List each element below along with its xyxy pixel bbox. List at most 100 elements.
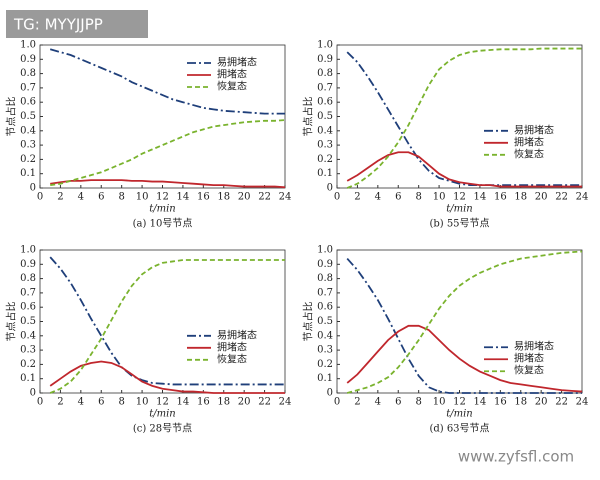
x-tick-label: 22 [258, 192, 271, 203]
y-tick-label: 0.6 [317, 97, 333, 108]
series-line [346, 47, 582, 189]
x-tick-label: 20 [535, 397, 548, 408]
series-line [49, 256, 285, 386]
x-tick-label: 22 [258, 397, 271, 408]
x-tick-label: 6 [98, 397, 104, 408]
series-line [50, 119, 286, 187]
legend-label: 恢复态 [217, 80, 247, 93]
y-tick-label: 0 [30, 388, 36, 399]
x-tick-label: 2 [57, 192, 63, 203]
y-tick-label: 0.4 [317, 330, 333, 341]
legend-label: 易拥堵态 [217, 328, 257, 341]
x-axis-label: t/min [149, 204, 176, 215]
legend-label: 恢复态 [514, 147, 544, 160]
x-tick-label: 4 [78, 397, 84, 408]
x-tick-label: 6 [395, 397, 401, 408]
series-line [49, 360, 285, 394]
y-axis-label: 节点占比 [5, 302, 18, 342]
series-line [346, 324, 583, 393]
series-line [346, 257, 582, 394]
y-tick-label: 1.0 [317, 245, 333, 256]
x-tick-label: 24 [576, 397, 589, 408]
y-tick-label: 0.9 [20, 259, 36, 270]
y-tick-label: 0.5 [317, 111, 333, 122]
series-line [49, 259, 285, 394]
y-tick-label: 0.4 [20, 125, 36, 136]
y-tick-label: 0.5 [20, 111, 36, 122]
x-tick-label: 12 [453, 192, 466, 203]
y-tick-label: 0.1 [20, 168, 36, 179]
x-tick-label: 22 [555, 397, 568, 408]
y-tick-label: 0.3 [20, 140, 36, 151]
x-tick-label: 16 [494, 192, 507, 203]
legend-label: 恢复态 [514, 364, 544, 377]
x-tick-label: 12 [156, 397, 169, 408]
y-tick-label: 0.7 [20, 287, 36, 298]
watermark-box [440, 442, 592, 470]
x-tick-label: 24 [279, 192, 292, 203]
caption: (c) 28号节点 [133, 423, 192, 435]
y-tick-label: 0.4 [20, 330, 36, 341]
x-axis-label: t/min [446, 204, 473, 215]
legend-label: 拥堵态 [514, 352, 544, 365]
y-tick-label: 0.6 [317, 302, 333, 313]
x-tick-label: 16 [197, 397, 210, 408]
y-axis-label: 节点占比 [5, 97, 18, 137]
y-tick-label: 0.7 [317, 287, 333, 298]
y-tick-label: 1.0 [20, 245, 36, 256]
series-line [49, 48, 285, 115]
y-tick-label: 0.9 [317, 54, 333, 65]
y-tick-label: 0.9 [20, 54, 36, 65]
x-tick-label: 24 [279, 397, 292, 408]
y-tick-label: 0.2 [317, 154, 333, 165]
x-tick-label: 10 [136, 397, 149, 408]
series-line [346, 250, 583, 394]
x-tick-label: 2 [57, 397, 63, 408]
y-tick-label: 0 [327, 388, 333, 399]
x-tick-label: 20 [535, 192, 548, 203]
x-tick-label: 4 [375, 192, 381, 203]
y-tick-label: 0.2 [20, 154, 36, 165]
y-tick-label: 1.0 [20, 40, 36, 51]
x-axis-label: t/min [446, 409, 473, 420]
watermark-box [6, 10, 148, 38]
legend-label: 易拥堵态 [217, 56, 257, 69]
x-tick-label: 4 [78, 192, 84, 203]
y-tick-label: 0.4 [317, 125, 333, 136]
x-tick-label: 14 [474, 192, 487, 203]
y-tick-label: 0.1 [317, 373, 333, 384]
y-tick-label: 0.2 [20, 359, 36, 370]
x-tick-label: 8 [415, 397, 421, 408]
x-tick-label: 16 [197, 192, 210, 203]
y-tick-label: 0.3 [317, 345, 333, 356]
x-tick-label: 6 [98, 192, 104, 203]
caption: (a) 10号节点 [133, 218, 193, 230]
series-line [346, 51, 582, 187]
series-line [346, 151, 582, 188]
y-tick-label: 0.8 [20, 68, 36, 79]
x-tick-label: 20 [238, 397, 251, 408]
y-tick-label: 0.3 [317, 140, 333, 151]
legend-label: 恢复态 [217, 352, 247, 365]
y-tick-label: 0 [327, 183, 333, 194]
y-axis-label: 节点占比 [302, 97, 315, 137]
legend-label: 拥堵态 [217, 68, 247, 81]
y-tick-label: 0.2 [317, 359, 333, 370]
x-tick-label: 14 [177, 192, 190, 203]
watermark: www.zyfsfl.com [458, 448, 574, 466]
x-tick-label: 4 [375, 397, 381, 408]
y-tick-label: 0.3 [20, 345, 36, 356]
y-tick-label: 0.8 [317, 273, 333, 284]
legend-label: 拥堵态 [217, 340, 247, 353]
x-tick-label: 12 [156, 192, 169, 203]
watermark: TG: MYYJJPP [13, 16, 103, 34]
x-tick-label: 14 [474, 397, 487, 408]
y-axis-label: 节点占比 [302, 302, 315, 342]
x-tick-label: 10 [433, 192, 446, 203]
x-tick-label: 0 [334, 192, 340, 203]
y-tick-label: 0.8 [20, 273, 36, 284]
y-tick-label: 0.7 [317, 82, 333, 93]
x-tick-label: 16 [494, 397, 507, 408]
